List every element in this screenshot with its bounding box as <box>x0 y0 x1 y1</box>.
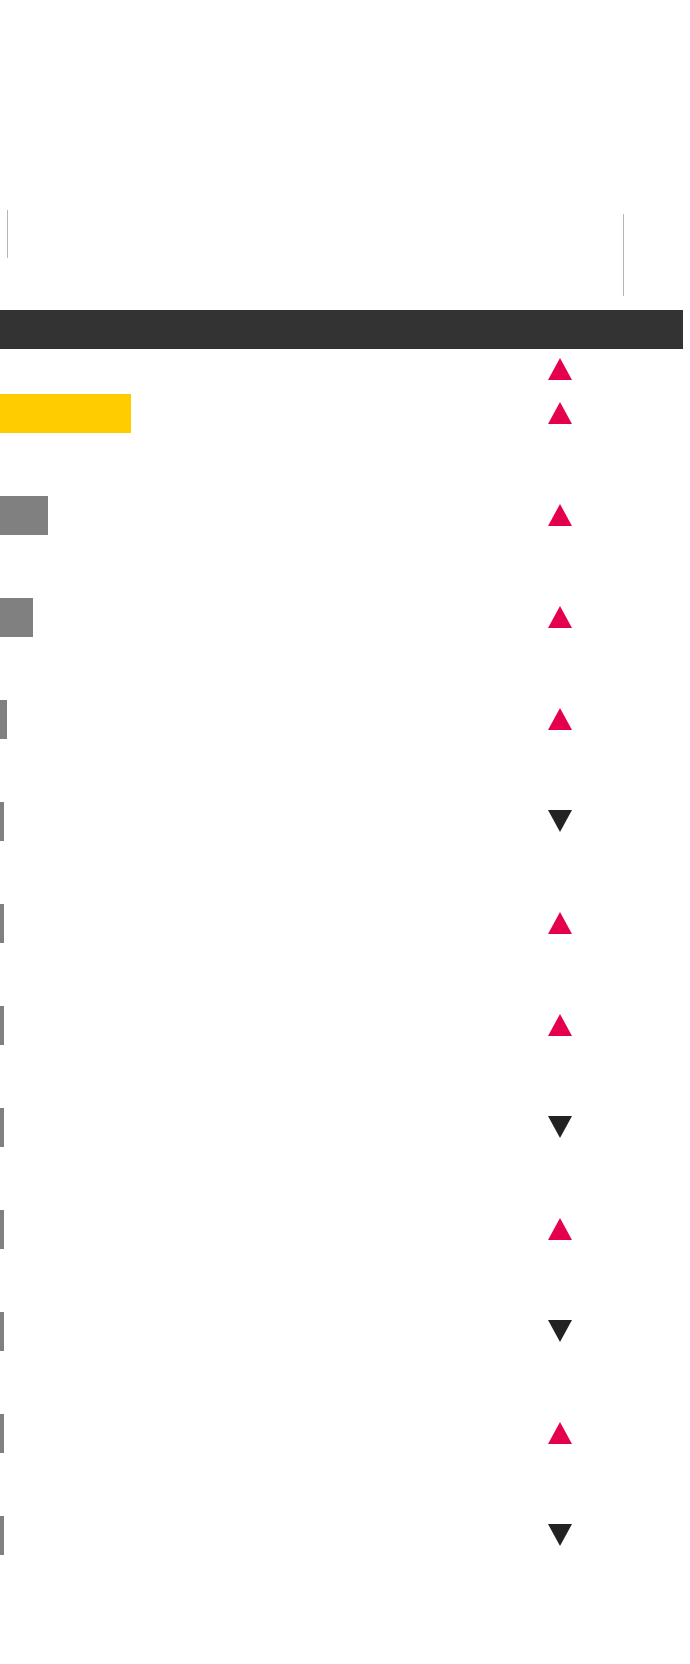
table-header-bar <box>0 310 683 349</box>
trend-down-icon <box>547 1115 573 1139</box>
trend-up-icon <box>547 1013 573 1037</box>
value-bar <box>0 1210 4 1249</box>
value-bar <box>0 1006 4 1045</box>
value-bar <box>0 598 33 637</box>
trend-down-icon <box>547 1523 573 1547</box>
trend-up-icon <box>547 1217 573 1241</box>
trend-down-icon <box>547 1319 573 1343</box>
list-item <box>0 700 690 802</box>
value-bar <box>0 904 4 943</box>
value-bar <box>0 1414 4 1453</box>
list-item <box>0 802 690 904</box>
list-item <box>0 1210 690 1312</box>
ranking-list <box>0 349 690 1618</box>
list-item <box>0 496 690 598</box>
divider-right <box>623 214 624 296</box>
list-item <box>0 1414 690 1516</box>
trend-up-icon <box>547 357 573 381</box>
value-bar <box>0 700 7 739</box>
trend-up-icon <box>547 503 573 527</box>
list-item <box>0 904 690 1006</box>
divider-left <box>7 210 8 258</box>
value-bar <box>0 394 131 433</box>
trend-down-icon <box>547 809 573 833</box>
trend-up-icon <box>547 401 573 425</box>
value-bar <box>0 1108 4 1147</box>
value-bar <box>0 496 48 535</box>
trend-up-icon <box>547 1421 573 1445</box>
value-bar <box>0 1312 4 1351</box>
trend-up-icon <box>547 707 573 731</box>
list-item <box>0 598 690 700</box>
list-item <box>0 1516 690 1618</box>
list-item <box>0 1312 690 1414</box>
list-item <box>0 1006 690 1108</box>
list-item <box>0 1108 690 1210</box>
trend-up-icon <box>547 605 573 629</box>
list-item <box>0 349 690 394</box>
value-bar <box>0 1516 4 1555</box>
value-bar <box>0 802 4 841</box>
trend-up-icon <box>547 911 573 935</box>
list-item <box>0 394 690 496</box>
